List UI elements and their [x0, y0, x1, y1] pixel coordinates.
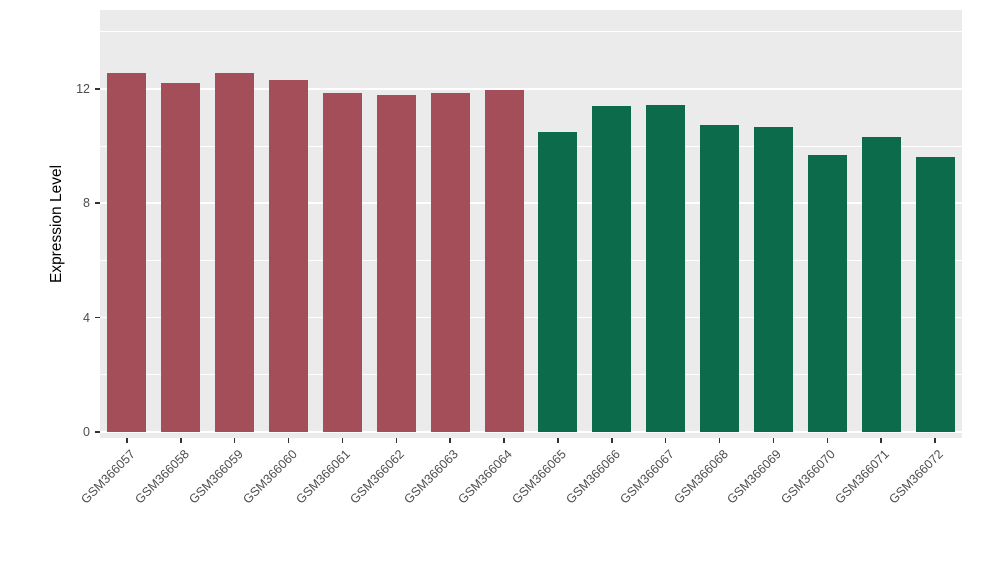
x-tick-mark — [449, 438, 451, 443]
bar-GSM366065 — [538, 131, 578, 432]
bar-GSM366069 — [753, 127, 793, 432]
x-tick-label: GSM366065 — [509, 447, 569, 507]
bar-GSM366067 — [646, 104, 686, 432]
x-tick-mark — [126, 438, 128, 443]
y-tick-label: 8 — [83, 196, 90, 211]
x-tick-label: GSM366063 — [401, 447, 462, 507]
x-tick-label: GSM366069 — [724, 447, 785, 507]
x-tick-label: GSM366068 — [670, 447, 731, 507]
x-tick-mark — [826, 438, 829, 443]
gridline-major — [100, 202, 962, 204]
bar-GSM366070 — [807, 154, 847, 432]
x-tick-mark — [611, 438, 613, 443]
gridline-minor — [100, 374, 962, 376]
x-tick-mark — [233, 438, 236, 443]
x-tick-mark — [503, 438, 505, 443]
x-tick-label: GSM366071 — [832, 447, 893, 507]
bar-GSM366059 — [215, 73, 255, 432]
x-tick-mark — [934, 438, 936, 443]
x-tick-label: GSM366070 — [778, 447, 839, 507]
gridline-minor — [100, 31, 962, 32]
bar-GSM366072 — [915, 157, 955, 432]
x-tick-mark — [180, 438, 182, 443]
bar-GSM366057 — [107, 73, 147, 432]
x-tick-mark — [341, 438, 344, 443]
x-tick-label: GSM366060 — [239, 447, 300, 507]
x-tick-mark — [557, 438, 559, 443]
bar-GSM366064 — [484, 90, 524, 432]
y-tick-label: 12 — [76, 81, 90, 96]
bar-GSM366071 — [861, 137, 901, 432]
bar-GSM366066 — [592, 105, 632, 432]
x-tick-label: GSM366059 — [186, 447, 246, 507]
gridline-minor — [100, 260, 962, 261]
gridline-major — [100, 88, 962, 90]
x-tick-label: GSM366066 — [563, 447, 623, 507]
y-tick-label: 0 — [83, 425, 90, 439]
x-tick-label: GSM366064 — [455, 447, 515, 507]
x-tick-mark — [287, 438, 290, 443]
y-tick-label: 4 — [83, 310, 90, 325]
x-tick-label: GSM366061 — [293, 447, 354, 507]
bar-GSM366068 — [700, 124, 740, 432]
gridline-minor — [100, 145, 962, 147]
gridline-major — [100, 316, 962, 319]
y-tick-mark — [95, 202, 100, 204]
y-tick-mark — [95, 431, 100, 433]
bar-GSM366058 — [161, 83, 201, 432]
bar-GSM366060 — [269, 80, 309, 432]
x-tick-label: GSM366057 — [78, 447, 138, 507]
bar-GSM366061 — [322, 93, 362, 432]
x-tick-label: GSM366058 — [132, 447, 192, 507]
gridline-major — [100, 431, 962, 433]
x-tick-label: GSM366067 — [617, 447, 677, 507]
y-axis-title: Expression Level — [48, 164, 65, 284]
bar-GSM366063 — [430, 93, 470, 432]
x-tick-mark — [395, 438, 398, 443]
x-tick-mark — [772, 438, 775, 443]
bar-GSM366062 — [376, 94, 416, 432]
chart-panel — [100, 10, 962, 438]
x-tick-label: GSM366062 — [347, 447, 408, 507]
x-tick-mark — [880, 438, 882, 443]
y-tick-mark — [95, 88, 100, 90]
x-tick-mark — [664, 438, 667, 443]
y-tick-mark — [95, 316, 100, 319]
x-tick-label: GSM366072 — [886, 447, 946, 507]
x-tick-mark — [718, 438, 721, 443]
